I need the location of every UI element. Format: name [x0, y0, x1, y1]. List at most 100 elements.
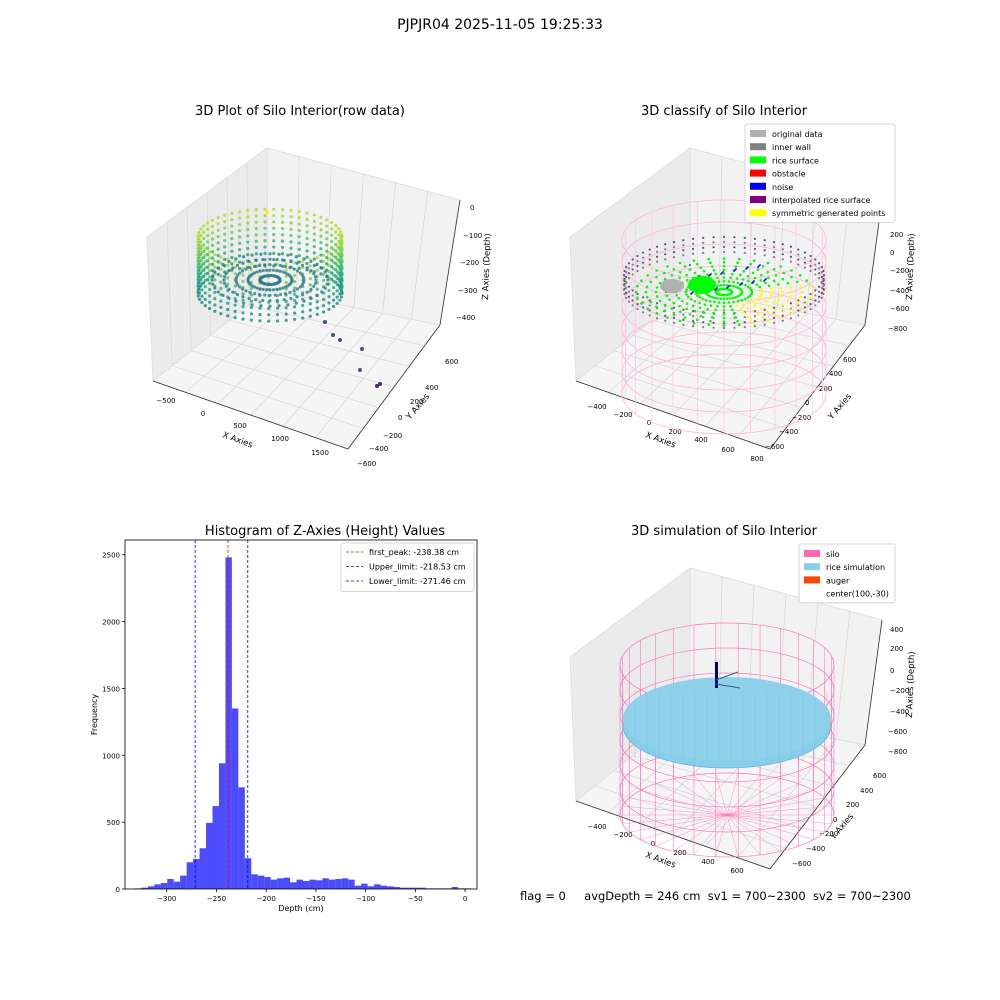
data-point: [315, 256, 319, 260]
x-axis-line: [575, 800, 771, 870]
data-point: [301, 266, 305, 270]
data-point: [301, 316, 305, 320]
rice-surface-point: [736, 299, 740, 303]
data-point: [261, 287, 265, 292]
data-point: [334, 242, 338, 247]
data-point: [246, 215, 250, 219]
y-tick-label: −200: [383, 432, 402, 440]
data-point: [197, 256, 201, 260]
rice-surface-point: [685, 288, 688, 291]
inner-wall-point: [763, 308, 766, 311]
rice-surface-point: [722, 324, 726, 327]
rice-surface-point: [706, 273, 709, 277]
rice-surface-point: [678, 261, 682, 265]
data-point: [206, 265, 210, 269]
data-point: [327, 301, 331, 305]
rice-surface-point: [678, 304, 681, 308]
data-point: [319, 221, 323, 226]
histogram-bar: [257, 875, 265, 889]
rice-surface-point: [634, 290, 638, 294]
inner-wall-point: [781, 319, 784, 322]
data-point: [295, 261, 299, 265]
rice-surface-point: [703, 303, 707, 306]
inner-wall-point: [641, 306, 645, 309]
inner-wall-point: [648, 263, 651, 266]
rice-surface-point: [799, 285, 803, 289]
inner-wall-point: [820, 291, 823, 295]
data-point: [199, 265, 203, 269]
data-point: [250, 303, 254, 307]
legend-label: first_peak: -238.38 cm: [369, 548, 459, 557]
inner-wall-point: [743, 251, 746, 254]
data-point: [246, 234, 250, 238]
data-point: [213, 290, 217, 294]
data-point: [248, 290, 252, 294]
rice-surface-point: [736, 295, 740, 298]
x-tick-label: 1000: [271, 435, 289, 443]
data-point: [268, 299, 272, 303]
inner-wall-point: [809, 254, 812, 258]
data-point: [246, 246, 250, 250]
data-point: [241, 311, 245, 315]
silo-floor-spoke: [673, 814, 728, 852]
inner-wall-point: [702, 321, 705, 324]
data-point: [293, 286, 297, 290]
data-point: [337, 264, 341, 269]
x-tick-label: −50: [408, 895, 423, 903]
rice-surface-point: [774, 307, 778, 310]
legend-swatch: [750, 209, 766, 217]
data-point: [252, 271, 257, 275]
histogram-bar: [419, 887, 426, 889]
z-axis-label: Z Axies (Depth): [905, 651, 917, 718]
data-point: [282, 298, 286, 302]
inner-wall-point: [648, 253, 651, 256]
data-point: [309, 259, 313, 264]
noise-point: [759, 264, 761, 266]
data-point: [196, 294, 200, 298]
data-point: [254, 258, 258, 262]
data-point: [305, 290, 309, 294]
inner-wall-point: [809, 259, 812, 263]
data-point: [334, 261, 338, 265]
x-tick-label: −200: [613, 411, 632, 419]
histogram-bar: [374, 884, 381, 889]
histogram-bar: [238, 787, 245, 889]
data-point: [224, 284, 228, 288]
data-point: [275, 287, 279, 292]
data-point: [197, 243, 201, 247]
data-point: [326, 278, 330, 282]
data-point: [199, 240, 203, 244]
data-point: [223, 238, 227, 243]
data-point: [223, 226, 227, 230]
data-point: [280, 252, 285, 256]
grid-line: [353, 173, 364, 308]
data-point: [264, 288, 269, 292]
data-point: [268, 257, 272, 261]
data-point: [282, 258, 286, 262]
silo-floor-spoke: [673, 778, 728, 816]
silo-floor-spoke: [726, 814, 761, 856]
rice-surface-point: [655, 295, 659, 298]
data-point: [268, 288, 272, 292]
histogram-bar: [218, 763, 226, 889]
data-point: [246, 253, 250, 257]
data-point: [330, 277, 334, 281]
silo-floor-spoke: [726, 797, 825, 816]
rice-surface-point: [668, 298, 671, 301]
histogram-bar: [160, 882, 168, 889]
data-point: [327, 307, 331, 311]
x-tick-label: −100: [356, 895, 375, 903]
data-point: [249, 318, 253, 322]
data-point: [246, 221, 250, 225]
rice-surface-point: [704, 298, 708, 302]
silo-floor-spoke: [726, 778, 781, 816]
rice-surface-point: [766, 270, 770, 274]
x-tick-label: −400: [587, 403, 606, 411]
data-point: [250, 253, 254, 257]
data-point: [284, 318, 288, 322]
rice-surface-point: [685, 293, 688, 296]
data-point: [258, 300, 262, 304]
data-point: [258, 287, 262, 291]
inner-wall-point: [781, 258, 784, 261]
rice-surface-point: [767, 304, 770, 308]
